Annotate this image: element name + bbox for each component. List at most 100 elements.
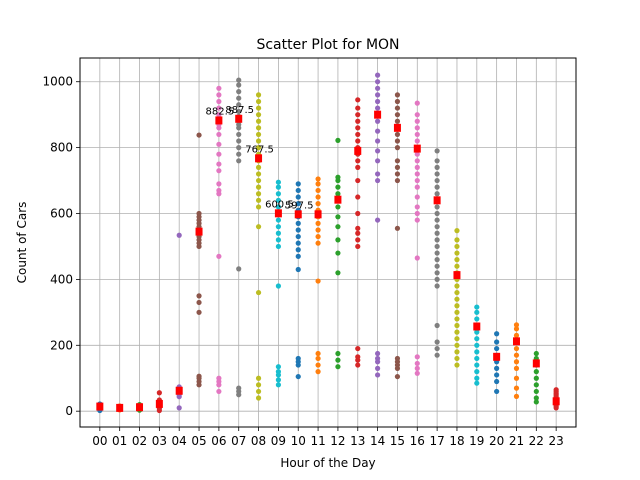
data-point-hour-16 bbox=[414, 177, 420, 184]
data-point-hour-16 bbox=[414, 365, 420, 371]
data-point-hour-14 bbox=[375, 177, 381, 184]
data-point-hour-23 bbox=[553, 387, 559, 393]
x-tick-label: 22 bbox=[529, 434, 544, 448]
data-point-hour-17 bbox=[434, 243, 440, 250]
x-tick-label: 18 bbox=[449, 434, 464, 448]
median-marker-hour-00 bbox=[96, 402, 104, 411]
data-point-hour-06 bbox=[216, 92, 222, 98]
data-point-hour-15 bbox=[394, 98, 401, 105]
data-point-hour-17 bbox=[434, 250, 440, 256]
median-marker-hour-19 bbox=[473, 322, 481, 331]
data-point-hour-22 bbox=[533, 395, 539, 401]
data-point-hour-13 bbox=[355, 237, 361, 243]
data-point-hour-21 bbox=[513, 365, 520, 371]
x-tick-layer: 00 01 02 03 04 05 06 07 08 09 10 11 12 13 14 15 16 17 18 19… bbox=[92, 427, 564, 448]
points-layer bbox=[97, 72, 559, 414]
data-point-hour-08 bbox=[255, 289, 262, 296]
data-point-hour-16 bbox=[414, 360, 420, 367]
data-point-hour-06 bbox=[216, 112, 222, 118]
data-point-hour-17 bbox=[434, 263, 440, 269]
data-point-hour-10 bbox=[295, 181, 301, 187]
data-point-hour-08 bbox=[255, 191, 262, 197]
data-point-hour-11 bbox=[315, 176, 321, 182]
data-point-hour-17 bbox=[434, 270, 440, 276]
median-marker-hour-08 bbox=[255, 154, 263, 163]
data-point-hour-15 bbox=[394, 112, 401, 118]
data-point-hour-21 bbox=[513, 345, 520, 352]
data-point-hour-20 bbox=[494, 388, 500, 395]
data-point-hour-16 bbox=[414, 112, 420, 118]
data-point-hour-13 bbox=[355, 354, 361, 360]
data-point-hour-06 bbox=[216, 85, 222, 91]
data-point-hour-07 bbox=[236, 95, 242, 101]
data-point-hour-15 bbox=[394, 92, 401, 98]
data-point-hour-20 bbox=[494, 345, 500, 352]
data-point-hour-22 bbox=[533, 350, 539, 357]
data-point-hour-09 bbox=[275, 377, 281, 383]
data-point-hour-21 bbox=[513, 322, 520, 328]
y-tick-label: 400 bbox=[50, 272, 73, 286]
data-point-hour-11 bbox=[315, 355, 321, 362]
data-point-hour-07 bbox=[236, 266, 242, 272]
data-point-hour-14 bbox=[375, 372, 381, 378]
data-point-hour-08 bbox=[255, 395, 262, 401]
data-point-hour-13 bbox=[355, 112, 361, 118]
data-point-hour-16 bbox=[414, 204, 420, 210]
median-marker-hour-20 bbox=[493, 352, 501, 361]
data-point-hour-14 bbox=[375, 365, 381, 371]
x-tick-label: 08 bbox=[251, 434, 266, 448]
data-point-hour-05 bbox=[196, 309, 202, 315]
data-point-hour-05 bbox=[196, 293, 202, 299]
data-point-hour-18 bbox=[454, 329, 460, 335]
data-point-hour-21 bbox=[513, 375, 520, 381]
data-point-hour-14 bbox=[375, 350, 381, 357]
data-point-hour-08 bbox=[255, 145, 262, 151]
data-point-hour-05 bbox=[196, 373, 202, 379]
data-point-hour-08 bbox=[255, 164, 262, 170]
data-point-hour-10 bbox=[295, 227, 301, 233]
data-point-hour-09 bbox=[275, 243, 281, 250]
data-point-hour-09 bbox=[275, 197, 281, 203]
data-point-hour-13 bbox=[355, 138, 361, 144]
data-point-hour-22 bbox=[533, 382, 539, 388]
data-point-hour-12 bbox=[335, 270, 341, 276]
x-tick-label: 00 bbox=[92, 434, 107, 448]
data-point-hour-18 bbox=[454, 263, 460, 269]
data-point-hour-12 bbox=[335, 357, 341, 363]
data-point-hour-21 bbox=[513, 385, 520, 391]
data-point-hour-04 bbox=[176, 405, 182, 411]
data-point-hour-06 bbox=[216, 105, 222, 111]
data-point-hour-17 bbox=[434, 283, 440, 289]
data-point-hour-06 bbox=[216, 375, 222, 381]
data-point-hour-12 bbox=[335, 191, 341, 197]
median-marker-hour-13 bbox=[354, 146, 362, 155]
data-point-hour-10 bbox=[295, 247, 301, 253]
data-point-hour-06 bbox=[216, 187, 222, 194]
data-point-hour-16 bbox=[414, 125, 420, 131]
data-point-hour-10 bbox=[295, 373, 301, 380]
data-point-hour-16 bbox=[414, 194, 420, 200]
data-point-hour-13 bbox=[355, 362, 361, 368]
data-point-hour-19 bbox=[474, 380, 480, 386]
data-point-hour-05 bbox=[196, 210, 202, 217]
data-point-hour-06 bbox=[216, 141, 222, 147]
data-point-hour-19 bbox=[474, 329, 480, 335]
x-tick-label: 23 bbox=[549, 434, 564, 448]
data-point-hour-21 bbox=[513, 359, 520, 365]
x-tick-label: 15 bbox=[390, 434, 405, 448]
x-tick-label: 21 bbox=[509, 434, 524, 448]
data-point-hour-12 bbox=[335, 184, 341, 190]
median-marker-hour-10 bbox=[294, 210, 302, 219]
data-point-hour-17 bbox=[434, 184, 440, 190]
data-point-hour-08 bbox=[255, 184, 262, 190]
data-point-hour-08 bbox=[255, 197, 262, 203]
data-point-hour-06 bbox=[216, 131, 222, 138]
data-point-hour-12 bbox=[335, 224, 341, 230]
data-point-hour-16 bbox=[414, 210, 420, 217]
data-point-hour-07 bbox=[236, 145, 242, 151]
data-point-hour-17 bbox=[434, 171, 440, 177]
data-point-hour-11 bbox=[315, 227, 321, 233]
data-point-hour-06 bbox=[216, 388, 222, 395]
data-point-hour-07 bbox=[236, 102, 242, 108]
